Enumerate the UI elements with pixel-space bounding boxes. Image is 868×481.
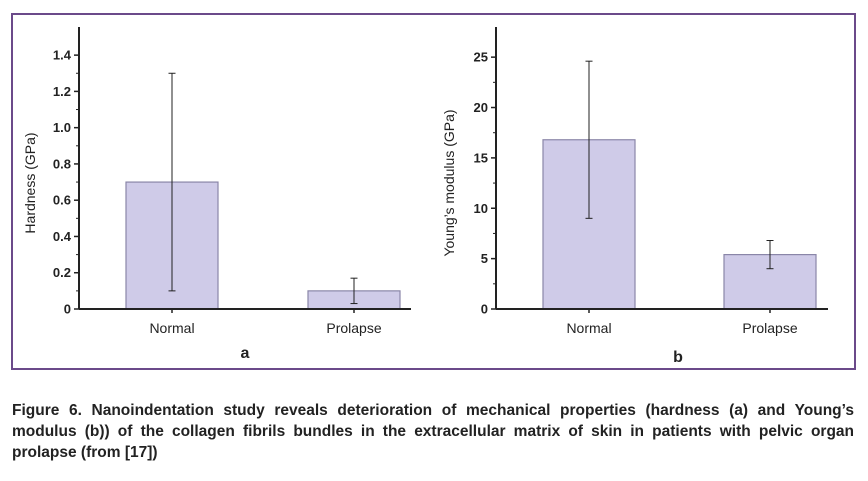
y-tick-label: 1.2 bbox=[53, 84, 71, 99]
y-axis-label: Hardness (GPa) bbox=[22, 132, 38, 233]
chart-a-hardness: Normal Prolapse 0 0.2 0.4 0.6 0.8 1.0 1.2 1.4 Hard… bbox=[22, 27, 411, 362]
panel-letter: b bbox=[673, 349, 683, 366]
chart-b-youngs-modulus: Normal Prolapse 0 5 10 15 20 25 Young’s modulus … bbox=[441, 27, 828, 366]
y-tick-label: 1.4 bbox=[53, 48, 72, 63]
y-tick-label: 10 bbox=[474, 201, 488, 216]
category-label-prolapse: Prolapse bbox=[742, 320, 797, 336]
y-tick-label: 0.2 bbox=[53, 265, 71, 280]
y-tick-label: 0.6 bbox=[53, 193, 71, 208]
y-tick-label: 0.4 bbox=[53, 229, 72, 244]
figure-panel: Normal Prolapse 0 0.2 0.4 0.6 0.8 1.0 1.2 1.4 Hard… bbox=[11, 13, 856, 370]
category-label-normal: Normal bbox=[566, 320, 611, 336]
y-tick-label: 0 bbox=[481, 302, 488, 317]
category-label-prolapse: Prolapse bbox=[326, 320, 381, 336]
charts-svg: Normal Prolapse 0 0.2 0.4 0.6 0.8 1.0 1.2 1.4 Hard… bbox=[22, 27, 828, 366]
panel-letter: a bbox=[241, 345, 250, 362]
category-label-normal: Normal bbox=[149, 320, 194, 336]
y-tick-label: 0.8 bbox=[53, 156, 71, 171]
figure-caption: Figure 6. Nanoindentation study reveals … bbox=[12, 402, 854, 461]
y-tick-label: 1.0 bbox=[53, 120, 71, 135]
y-tick-label: 25 bbox=[474, 50, 488, 65]
y-tick-label: 15 bbox=[474, 150, 488, 165]
y-axis-label: Young’s modulus (GPa) bbox=[441, 109, 457, 256]
y-tick-label: 20 bbox=[474, 100, 488, 115]
y-tick-label: 5 bbox=[481, 251, 488, 266]
y-tick-label: 0 bbox=[64, 302, 71, 317]
